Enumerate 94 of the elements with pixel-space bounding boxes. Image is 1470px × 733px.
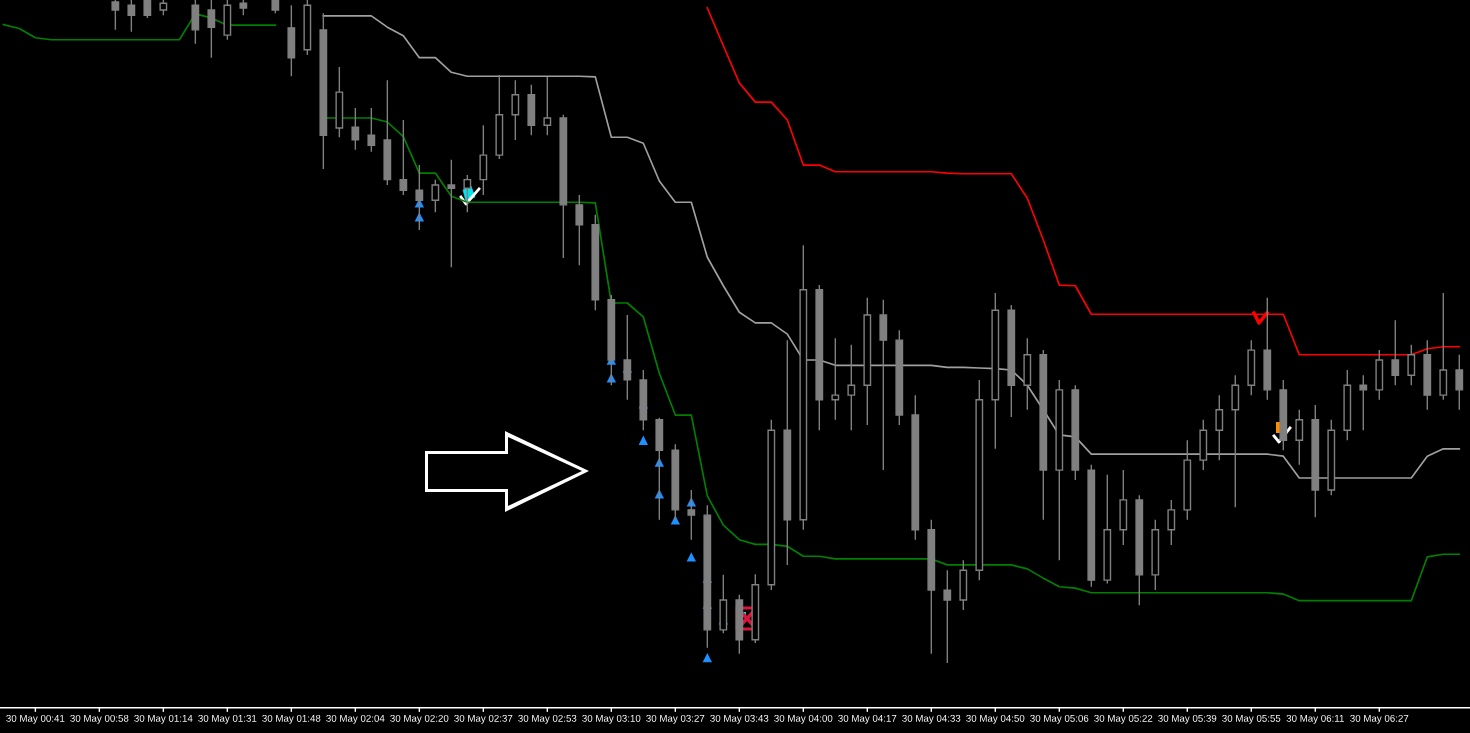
x-tick-label: 30 May 01:48 <box>262 714 321 724</box>
candlestick <box>1183 439 1192 521</box>
x-tick-label: 30 May 03:43 <box>710 714 769 724</box>
x-tick-label: 30 May 05:06 <box>1030 714 1089 724</box>
candlestick <box>1247 339 1256 396</box>
candlestick <box>351 107 360 151</box>
candlestick <box>1423 339 1432 411</box>
x-tick-label: 30 May 05:39 <box>1158 714 1217 724</box>
candlestick <box>127 0 136 33</box>
candlestick <box>1439 292 1448 401</box>
candlestick <box>783 339 792 566</box>
candlestick <box>239 0 248 16</box>
x-tick-label: 30 May 05:22 <box>1094 714 1153 724</box>
candlestick <box>1311 404 1320 518</box>
candlestick <box>1375 349 1384 401</box>
candlestick <box>767 418 776 591</box>
candlestick <box>847 344 856 431</box>
candlestick <box>287 4 296 77</box>
candlestick <box>1455 354 1464 411</box>
candlestick <box>591 214 600 311</box>
x-tick-label: 30 May 04:50 <box>966 714 1025 724</box>
x-tick-label: 30 May 04:33 <box>902 714 961 724</box>
candlestick <box>271 0 280 14</box>
candlestick <box>1263 296 1272 401</box>
candlestick <box>879 298 888 471</box>
x-tick-label: 30 May 01:31 <box>198 714 257 724</box>
candlestick <box>1055 379 1064 561</box>
candlestick <box>1407 344 1416 386</box>
candlestick <box>335 66 344 138</box>
candlestick <box>1359 374 1368 431</box>
candlestick <box>1231 374 1240 508</box>
x-tick-label: 30 May 04:17 <box>838 714 897 724</box>
point <box>702 653 712 663</box>
candlestick <box>1087 464 1096 588</box>
candlestick <box>191 0 200 45</box>
x-tick-label: 30 May 00:58 <box>70 714 129 724</box>
candlestick <box>895 329 904 426</box>
x-tick-label: 30 May 04:00 <box>774 714 833 724</box>
x-tick-label: 30 May 00:41 <box>6 714 65 724</box>
candlestick <box>1215 394 1224 461</box>
x-tick-label: 30 May 05:55 <box>1222 714 1281 724</box>
candlestick <box>911 394 920 541</box>
candlestick <box>799 244 808 531</box>
x-tick-label: 30 May 02:37 <box>454 714 513 724</box>
point <box>638 435 648 445</box>
candlestick <box>1151 519 1160 591</box>
candlestick <box>319 12 328 170</box>
candlestick <box>1391 319 1400 386</box>
candlestick <box>479 124 488 196</box>
candlestick <box>927 519 936 655</box>
x-tick-label: 30 May 02:20 <box>390 714 449 724</box>
candlestick <box>1023 337 1032 411</box>
candlestick <box>495 74 504 160</box>
candlestick <box>1279 379 1288 451</box>
candlestick <box>975 379 984 581</box>
candlestick <box>1135 494 1144 607</box>
candlestick <box>431 178 440 213</box>
x-tick-label: 30 May 01:14 <box>134 714 193 724</box>
candlestick <box>959 559 968 611</box>
candlestick <box>863 296 872 426</box>
candlestick <box>543 76 552 136</box>
candlestick <box>1199 418 1208 471</box>
point <box>686 552 696 562</box>
candlestick <box>511 79 520 141</box>
x-tick-label: 30 May 02:53 <box>518 714 577 724</box>
candlestick <box>831 337 840 421</box>
candlestick <box>111 0 120 31</box>
candlestick <box>1103 474 1112 585</box>
x-tick-label: 30 May 02:04 <box>326 714 385 724</box>
x-tick-label: 30 May 06:11 <box>1286 714 1344 724</box>
candlestick <box>1295 409 1304 466</box>
candlestick <box>527 84 536 136</box>
candlestick <box>1343 369 1352 441</box>
x-tick-label: 30 May 03:27 <box>646 714 705 724</box>
candlestick <box>575 194 584 266</box>
candlestick <box>991 292 1000 450</box>
candlestick <box>143 0 152 19</box>
candlestick <box>1119 469 1128 546</box>
candlestick <box>943 569 952 664</box>
candlestick <box>559 114 568 259</box>
candlestick <box>1071 384 1080 481</box>
candlestick <box>1327 418 1336 496</box>
candlestick <box>1039 349 1048 521</box>
candlestick <box>399 119 408 196</box>
candlestick <box>207 0 216 59</box>
candlestick <box>367 107 376 153</box>
x-tick-label: 30 May 03:10 <box>582 714 641 724</box>
candlestick <box>815 284 824 431</box>
candlestick <box>447 159 456 268</box>
candlestick <box>1167 499 1176 546</box>
candlestick <box>751 573 760 644</box>
candlestick <box>1007 304 1016 418</box>
x-tick-label: 30 May 06:27 <box>1350 714 1409 724</box>
candlestick <box>383 79 392 186</box>
